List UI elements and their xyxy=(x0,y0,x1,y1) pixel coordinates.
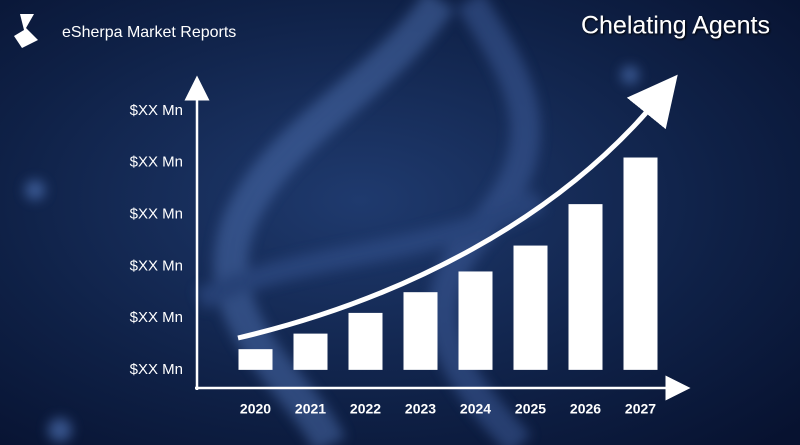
y-tick-label: $XX Mn xyxy=(130,102,183,119)
y-tick-label: $XX Mn xyxy=(130,309,183,326)
bar xyxy=(513,245,548,370)
bar xyxy=(348,312,383,370)
x-tick-label: 2024 xyxy=(460,401,491,417)
bar xyxy=(403,292,438,370)
y-tick-label: $XX Mn xyxy=(130,154,183,171)
y-tick-label: $XX Mn xyxy=(130,361,183,378)
bar xyxy=(458,271,493,370)
bar xyxy=(623,157,658,370)
x-tick-label: 2026 xyxy=(570,401,601,417)
bar xyxy=(568,204,603,370)
dna-decoration xyxy=(25,0,639,445)
chart-title: Chelating Agents xyxy=(581,12,770,40)
x-tick-label: 2020 xyxy=(240,401,271,417)
bar xyxy=(238,349,273,370)
growth-arrow xyxy=(237,74,678,341)
x-tick-label: 2021 xyxy=(295,401,326,417)
bar xyxy=(293,333,328,370)
logo-icon xyxy=(14,14,38,48)
x-tick-label: 2022 xyxy=(350,401,381,417)
y-tick-label: $XX Mn xyxy=(130,205,183,222)
logo: eSherpa Market Reports xyxy=(14,14,236,48)
y-tick-label: $XX Mn xyxy=(130,257,183,274)
x-tick-label: 2027 xyxy=(625,401,656,417)
x-tick-label: 2023 xyxy=(405,401,436,417)
brand-name: eSherpa Market Reports xyxy=(62,24,236,41)
x-tick-label: 2025 xyxy=(515,401,546,417)
